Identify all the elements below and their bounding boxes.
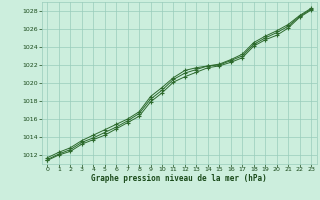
X-axis label: Graphe pression niveau de la mer (hPa): Graphe pression niveau de la mer (hPa) xyxy=(91,174,267,183)
